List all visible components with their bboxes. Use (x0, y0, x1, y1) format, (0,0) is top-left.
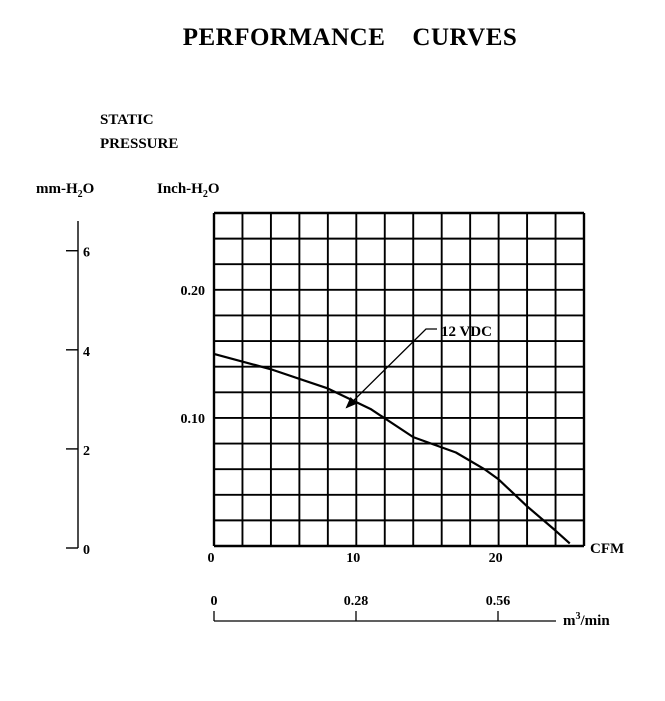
x2-tick-label: 0.56 (486, 594, 511, 609)
y-inch-tick-label: 0.10 (181, 412, 206, 427)
chart-title: PERFORMANCE CURVES (183, 24, 518, 51)
x2-axis-unit: m3/min (563, 611, 610, 629)
y-inch-tick-label: 0.20 (181, 284, 206, 299)
series-line-12vdc (213, 352, 571, 545)
annotation-label-12vdc: 12 VDC (441, 324, 492, 340)
y-mm-tick-label: 2 (83, 444, 90, 459)
grid (212, 211, 586, 548)
y-axis-label-line2: PRESSURE (100, 136, 178, 152)
series-layer (213, 352, 571, 545)
m3-per-min-axis: 0 0.28 0.56 (211, 594, 556, 622)
x2-tick-label: 0 (211, 594, 218, 609)
cfm-tick-labels: 0 10 20 (208, 551, 503, 566)
annotation-layer: 12 VDC (345, 324, 492, 409)
x-axis-unit-cfm: CFM (590, 541, 624, 557)
mm-h2o-axis: 0 2 4 6 (66, 221, 90, 558)
y-axis-label-line1: STATIC (100, 112, 154, 128)
x-cfm-tick-label: 20 (489, 551, 503, 566)
inch-h2o-tick-labels: 0.10 0.20 (181, 284, 206, 427)
y-mm-tick-label: 0 (83, 543, 90, 558)
y-left-unit-label: mm-H2O (36, 181, 94, 200)
y-mm-tick-label: 4 (83, 345, 90, 360)
x-cfm-tick-label: 0 (208, 551, 215, 566)
annotation-arrow (345, 328, 437, 409)
x-cfm-tick-label: 10 (346, 551, 360, 566)
y-right-unit-label: Inch-H2O (157, 181, 220, 200)
x2-tick-label: 0.28 (344, 594, 369, 609)
y-mm-tick-label: 6 (83, 246, 90, 261)
